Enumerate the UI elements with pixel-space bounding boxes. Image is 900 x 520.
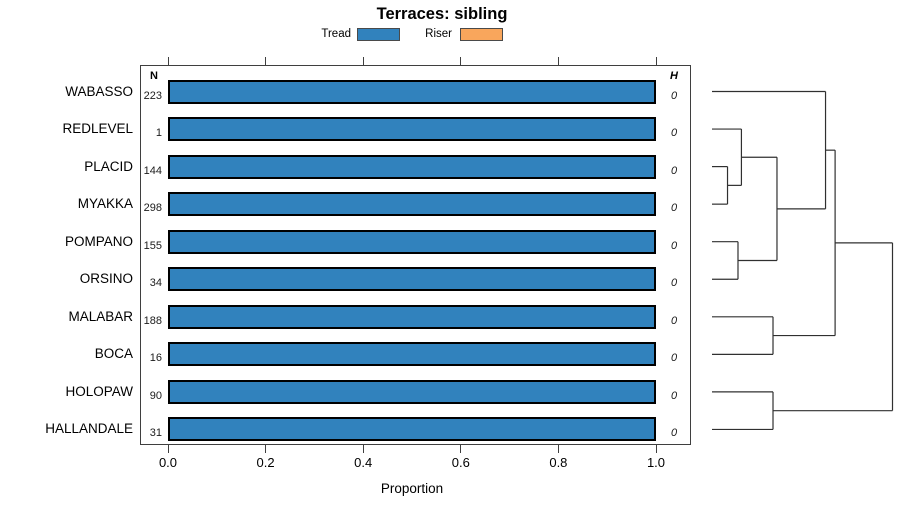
axis-tick-label: 1.0 — [646, 455, 666, 470]
row-label: PLACID — [84, 158, 133, 174]
legend-swatch-tread-icon — [357, 28, 400, 41]
legend-swatch-riser-icon — [460, 28, 503, 41]
height-column-header: H — [670, 70, 678, 82]
n-value: 298 — [143, 202, 162, 215]
axis-tick — [362, 445, 364, 453]
bar-tread — [168, 154, 656, 179]
h-value: 0 — [670, 352, 678, 365]
n-value: 223 — [143, 89, 162, 102]
bar-tread — [168, 342, 656, 367]
bar-tread — [168, 267, 656, 292]
axis-tick — [167, 57, 169, 65]
legend-label-tread: Tread — [321, 28, 351, 40]
bar-tread — [168, 304, 656, 329]
axis-tick-label: 0.6 — [451, 455, 470, 470]
axis-tick — [655, 57, 657, 65]
axis-tick — [557, 57, 559, 65]
n-value: 16 — [149, 352, 162, 365]
axis-tick — [557, 445, 559, 453]
row-label: REDLEVEL — [62, 121, 133, 137]
h-value: 0 — [670, 389, 678, 402]
bar-tread — [168, 79, 656, 104]
n-value: 144 — [143, 164, 162, 177]
bar-tread — [168, 192, 656, 217]
row-label: BOCA — [94, 346, 133, 362]
n-value: 34 — [149, 277, 162, 290]
row-label: MALABAR — [68, 308, 133, 324]
axis-tick — [265, 57, 267, 65]
axis-tick-label: 0.8 — [549, 455, 568, 470]
n-value: 188 — [143, 314, 162, 327]
h-value: 0 — [670, 127, 678, 140]
h-value: 0 — [670, 239, 678, 252]
h-value: 0 — [670, 164, 678, 177]
bar-tread — [168, 229, 656, 254]
n-value: 1 — [155, 127, 162, 140]
n-value: 90 — [149, 389, 162, 402]
chart-title: Terraces: sibling — [376, 5, 508, 23]
h-value: 0 — [670, 277, 678, 290]
axis-tick — [460, 57, 462, 65]
legend-label-riser: Riser — [425, 28, 452, 40]
n-value: 155 — [143, 239, 162, 252]
row-label: MYAKKA — [77, 196, 133, 212]
row-label: POMPANO — [64, 233, 133, 249]
row-label: WABASSO — [65, 83, 133, 99]
row-label: ORSINO — [79, 271, 133, 287]
count-column-header: N — [150, 70, 158, 82]
row-label: HALLANDALE — [45, 421, 133, 437]
h-value: 0 — [670, 202, 678, 215]
bar-tread — [168, 117, 656, 142]
x-axis-title: Proportion — [380, 481, 444, 496]
bar-tread — [168, 417, 656, 442]
axis-tick-label: 0.2 — [256, 455, 275, 470]
bar-tread — [168, 379, 656, 404]
h-value: 0 — [670, 314, 678, 327]
h-value: 0 — [670, 89, 678, 102]
n-value: 31 — [149, 427, 162, 440]
axis-tick — [655, 445, 657, 453]
axis-tick-label: 0.4 — [354, 455, 373, 470]
axis-tick — [362, 57, 364, 65]
axis-tick — [265, 445, 267, 453]
axis-tick-label: 0.0 — [158, 455, 178, 470]
plot-area-frame — [140, 65, 691, 445]
axis-tick — [167, 445, 169, 453]
axis-tick — [460, 445, 462, 453]
h-value: 0 — [670, 427, 678, 440]
row-label: HOLOPAW — [65, 383, 133, 399]
